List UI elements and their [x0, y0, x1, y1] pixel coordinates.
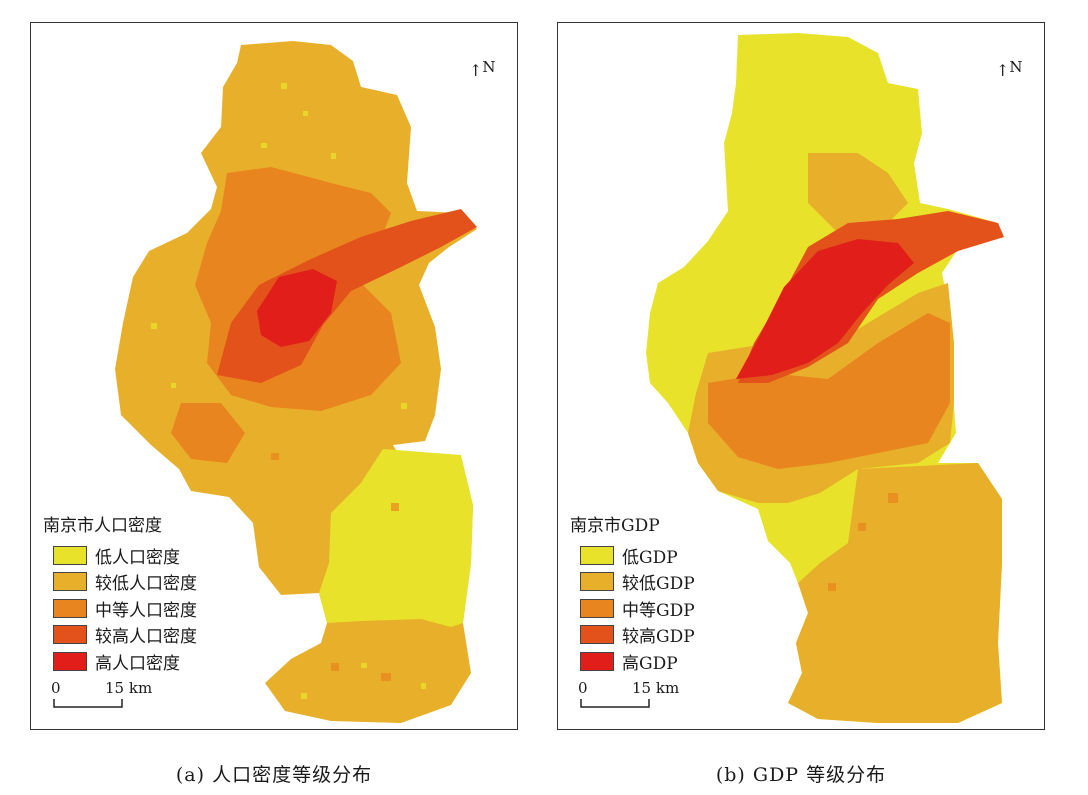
- scale-line: [580, 699, 650, 708]
- map-panel-gdp: ↑N 南京市GDP 低GDP 较低GDP 中等GDP 较高GDP 高GDP 0 …: [557, 22, 1045, 730]
- legend-swatch: [53, 572, 87, 592]
- map-legend: 南京市GDP 低GDP 较低GDP 中等GDP 较高GDP 高GDP: [570, 511, 695, 675]
- legend-item: 中等GDP: [570, 595, 695, 622]
- gdp-north-strip: [808, 153, 908, 233]
- figure-caption-a: (a) 人口密度等级分布: [175, 764, 373, 786]
- legend-item: 较高GDP: [570, 622, 695, 649]
- legend-swatch: [580, 545, 614, 565]
- north-label: N: [1009, 58, 1023, 76]
- scale-bar: 0 15 km: [51, 679, 161, 719]
- legend-swatch: [580, 598, 614, 618]
- scale-line: [53, 699, 123, 708]
- legend-item: 较高人口密度: [43, 622, 197, 649]
- north-arrow: ↑N: [996, 59, 1023, 80]
- legend-label: 中等人口密度: [95, 600, 197, 621]
- legend-label: 低GDP: [622, 547, 678, 568]
- medium-density-patch: [171, 403, 245, 463]
- gdp-speckles: [828, 403, 925, 591]
- gdp-map: [646, 33, 1004, 723]
- figure-caption-b: (b) GDP 等级分布: [715, 764, 887, 786]
- legend-item: 低GDP: [570, 542, 695, 569]
- legend-label: 较高GDP: [622, 627, 695, 648]
- legend-label: 高人口密度: [95, 653, 180, 674]
- legend-item: 高GDP: [570, 648, 695, 675]
- legend-item: 中等人口密度: [43, 595, 197, 622]
- legend-item: 高人口密度: [43, 648, 197, 675]
- legend-title: 南京市GDP: [570, 516, 660, 536]
- legend-swatch: [580, 572, 614, 592]
- legend-swatch: [53, 545, 87, 565]
- legend-swatch: [53, 651, 87, 671]
- gdp-south-block: [788, 463, 1002, 723]
- legend-label: 低人口密度: [95, 547, 180, 568]
- arrow-up-icon: ↑: [469, 61, 483, 80]
- north-label: N: [482, 58, 496, 76]
- legend-swatch: [53, 598, 87, 618]
- legend-label: 较高人口密度: [95, 627, 197, 648]
- gdp-high-centre: [736, 239, 914, 379]
- scale-zero-label: 0: [51, 679, 61, 697]
- legend-swatch: [53, 625, 87, 645]
- scale-distance-label: 15 km: [105, 679, 153, 697]
- low-density-south: [319, 449, 473, 627]
- legend-label: 较低人口密度: [95, 574, 197, 595]
- legend-label: 中等GDP: [622, 600, 695, 621]
- legend-swatch: [580, 651, 614, 671]
- map-legend: 南京市人口密度 低人口密度 较低人口密度 中等人口密度 较高人口密度 高人口密度: [43, 511, 197, 675]
- arrow-up-icon: ↑: [996, 61, 1010, 80]
- density-speckles-orange: [271, 453, 399, 681]
- population-density-map: [115, 41, 477, 723]
- scale-bar: 0 15 km: [578, 679, 688, 719]
- legend-label: 高GDP: [622, 653, 678, 674]
- gdp-medium-area: [708, 313, 950, 469]
- legend-label: 较低GDP: [622, 574, 695, 595]
- density-speckles: [151, 83, 426, 699]
- north-arrow: ↑N: [469, 59, 496, 80]
- map-panel-population: ↑N 南京市人口密度 低人口密度 较低人口密度 中等人口密度 较高人口密度 高人…: [30, 22, 518, 730]
- legend-title: 南京市人口密度: [43, 516, 162, 536]
- scale-zero-label: 0: [578, 679, 588, 697]
- legend-item: 低人口密度: [43, 542, 197, 569]
- legend-swatch: [580, 625, 614, 645]
- scale-distance-label: 15 km: [632, 679, 680, 697]
- high-density-centre: [257, 269, 337, 347]
- legend-item: 较低GDP: [570, 569, 695, 596]
- legend-item: 较低人口密度: [43, 569, 197, 596]
